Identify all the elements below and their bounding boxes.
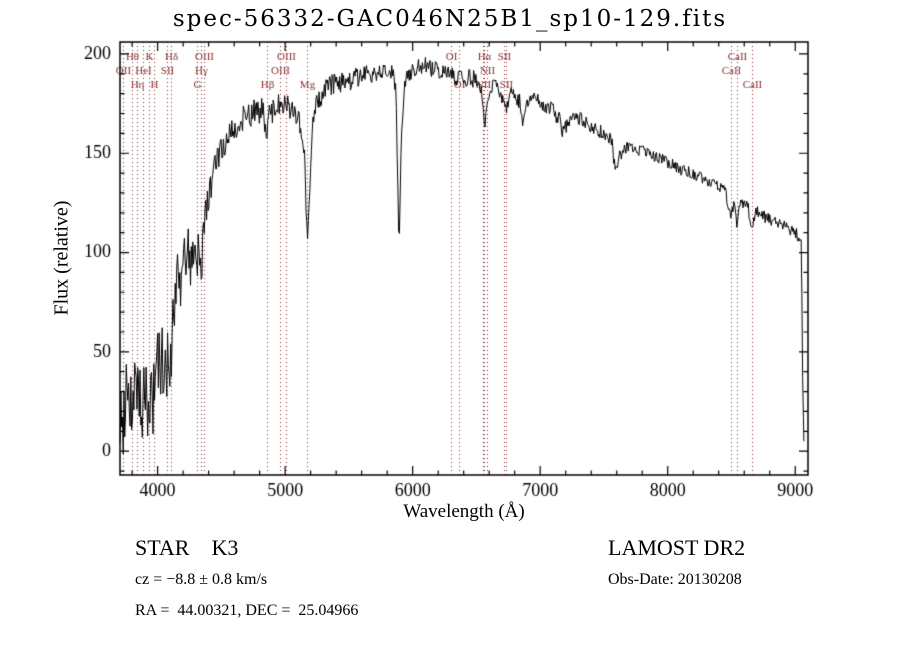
survey-release-label: LAMOST DR2 [608,535,746,560]
radial-velocity-label: cz = −8.8 ± 0.8 km/s [135,571,268,588]
object-class-label: STAR K3 [135,535,239,560]
obs-date-label: Obs-Date: 20130208 [608,571,742,588]
ra-dec-label: RA = 44.00321, DEC = 25.04966 [135,602,359,619]
plot-title: spec-56332-GAC046N25B1_sp10-129.fits [172,6,728,32]
y-axis-label: Flux (relative) [50,200,73,316]
x-axis-label: Wavelength (Å) [403,501,525,522]
